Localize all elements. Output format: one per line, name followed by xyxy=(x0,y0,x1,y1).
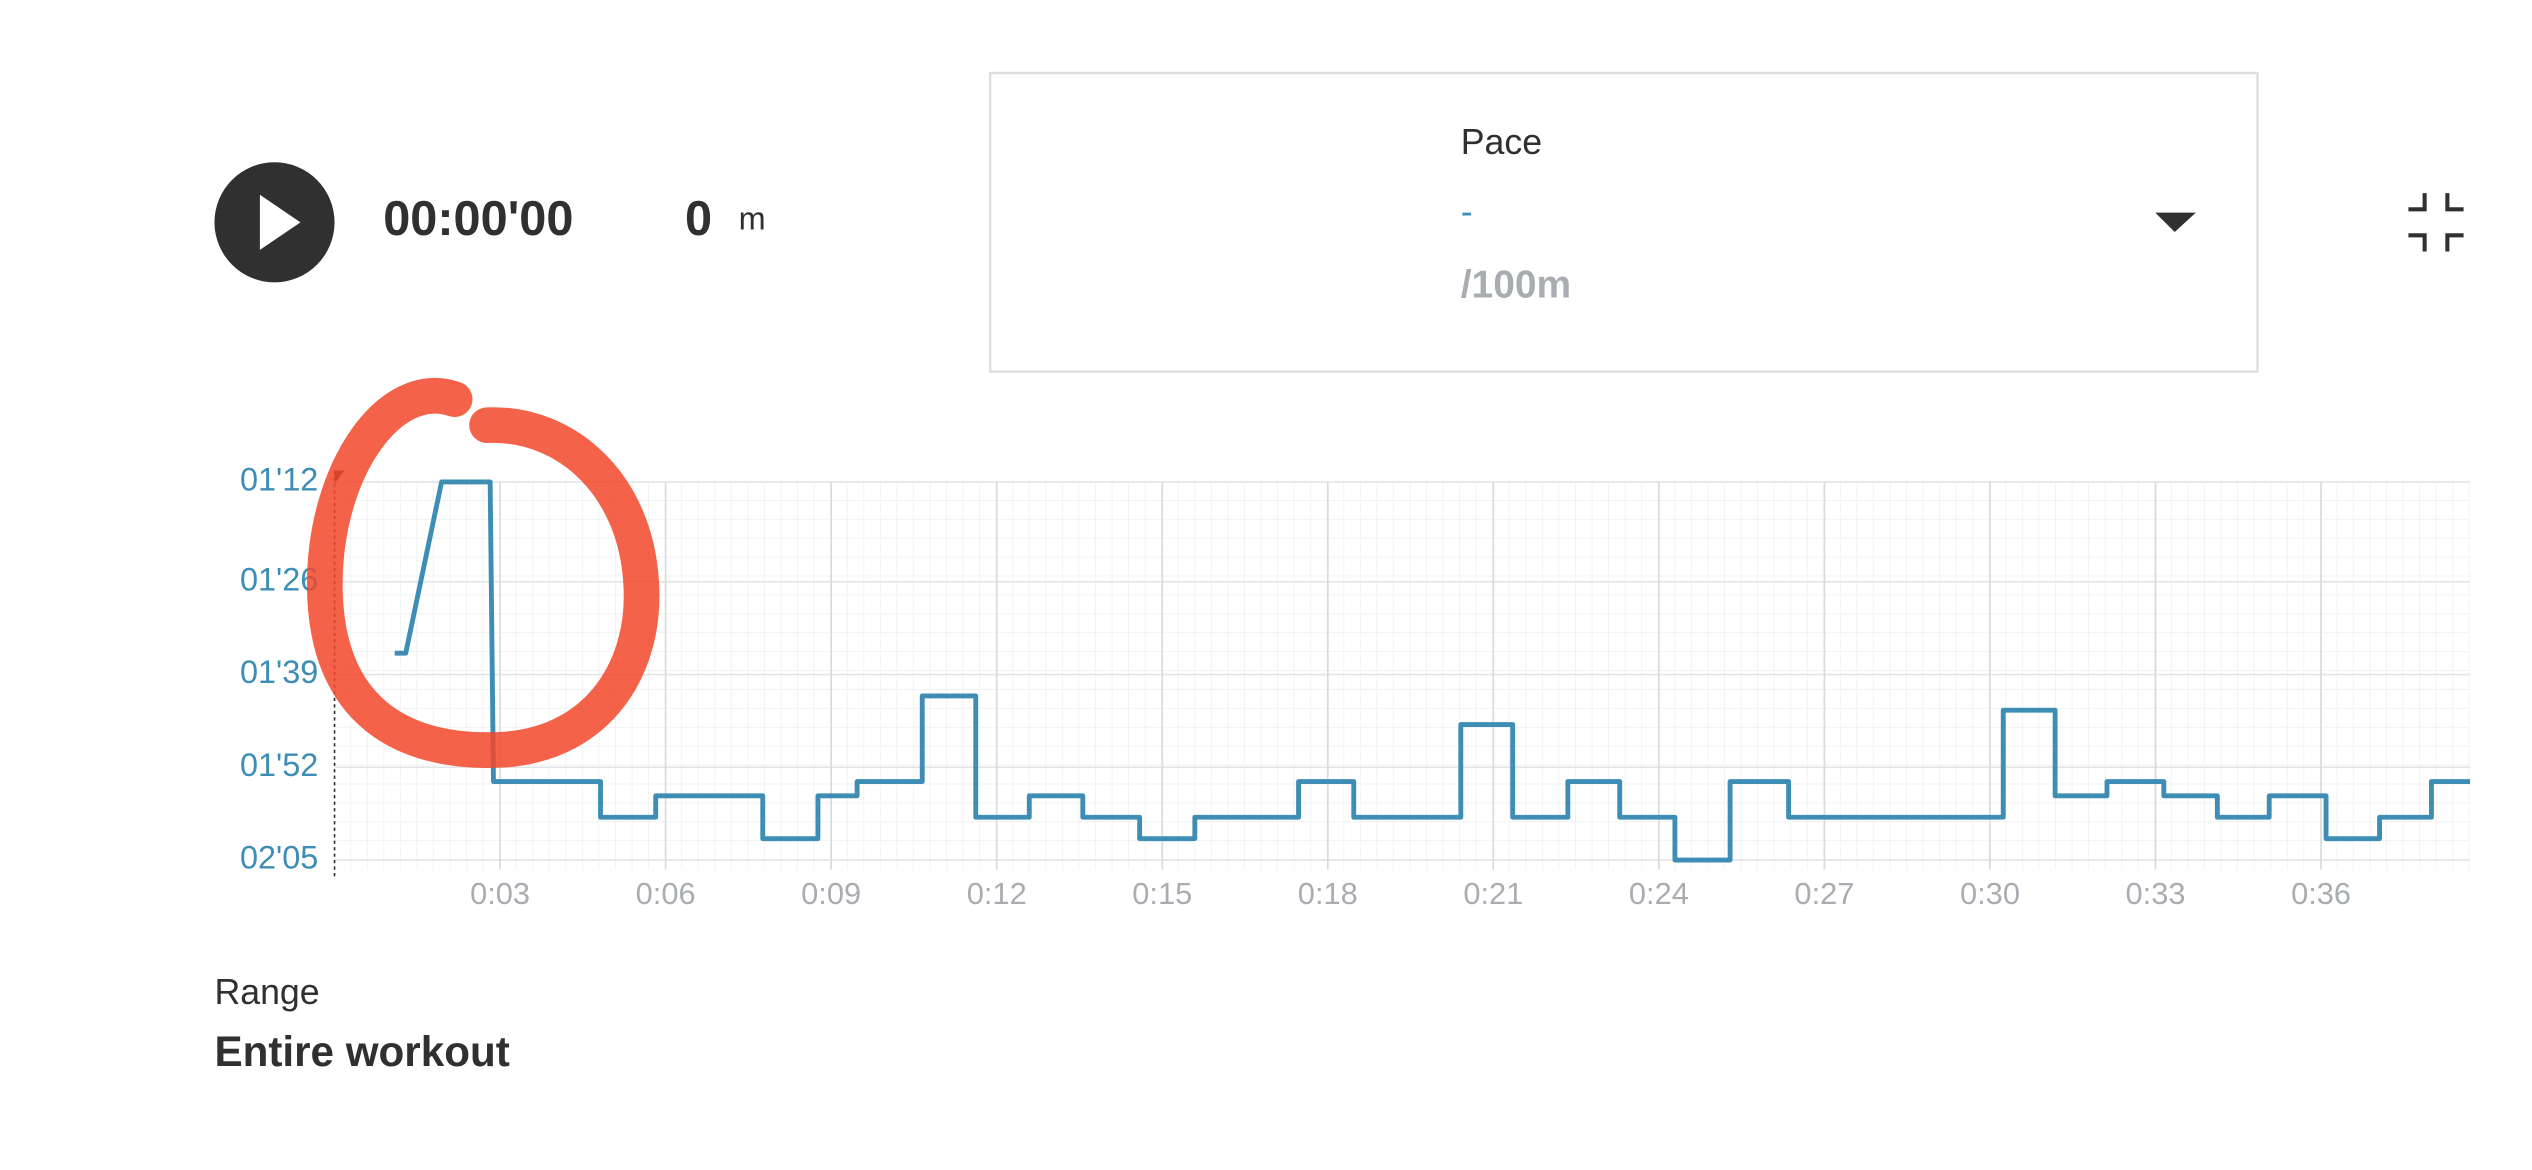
x-tick-label: 0:12 xyxy=(967,876,1027,911)
distance: 0 xyxy=(685,192,712,246)
metric-unit: /100m xyxy=(1461,264,1571,307)
y-tick-label: 02'05 xyxy=(240,840,318,876)
minor-grid xyxy=(334,481,2471,870)
x-tick-label: 0:18 xyxy=(1298,876,1358,911)
x-tick-label: 0:27 xyxy=(1794,876,1854,911)
x-tick-label: 0:21 xyxy=(1463,876,1523,911)
x-tick-label: 0:03 xyxy=(470,876,530,911)
collapse-button[interactable] xyxy=(2408,193,2464,252)
play-button[interactable] xyxy=(214,162,335,283)
range-label: Range xyxy=(214,972,319,1012)
x-tick-label: 0:09 xyxy=(801,876,861,911)
range-value[interactable]: Entire workout xyxy=(214,1028,509,1075)
y-tick-label: 01'39 xyxy=(240,654,318,690)
pace-line xyxy=(394,479,2471,863)
x-tick-label: 0:36 xyxy=(2291,876,2351,911)
x-tick-label: 0:30 xyxy=(1960,876,2020,911)
x-tick-label: 0:24 xyxy=(1629,876,1689,911)
x-tick-label: 0:15 xyxy=(1132,876,1192,911)
y-tick-label: 01'26 xyxy=(240,561,318,597)
metric-selector[interactable] xyxy=(988,71,2259,373)
x-tick-label: 0:33 xyxy=(2126,876,2186,911)
metric-value: - xyxy=(1461,192,1473,232)
x-tick-label: 0:06 xyxy=(636,876,696,911)
distance-unit: m xyxy=(739,200,766,236)
y-tick-label: 01'52 xyxy=(240,747,318,783)
y-tick-label: 01'12 xyxy=(240,462,318,498)
chart: 01'12 01'26 01'39 01'52 02'05 0:03 0:06 0:09 0:1… xyxy=(240,462,2471,911)
elapsed-time: 00:00'00 xyxy=(383,192,573,246)
metric-label: Pace xyxy=(1461,122,1542,162)
annotation-circle xyxy=(306,377,660,768)
